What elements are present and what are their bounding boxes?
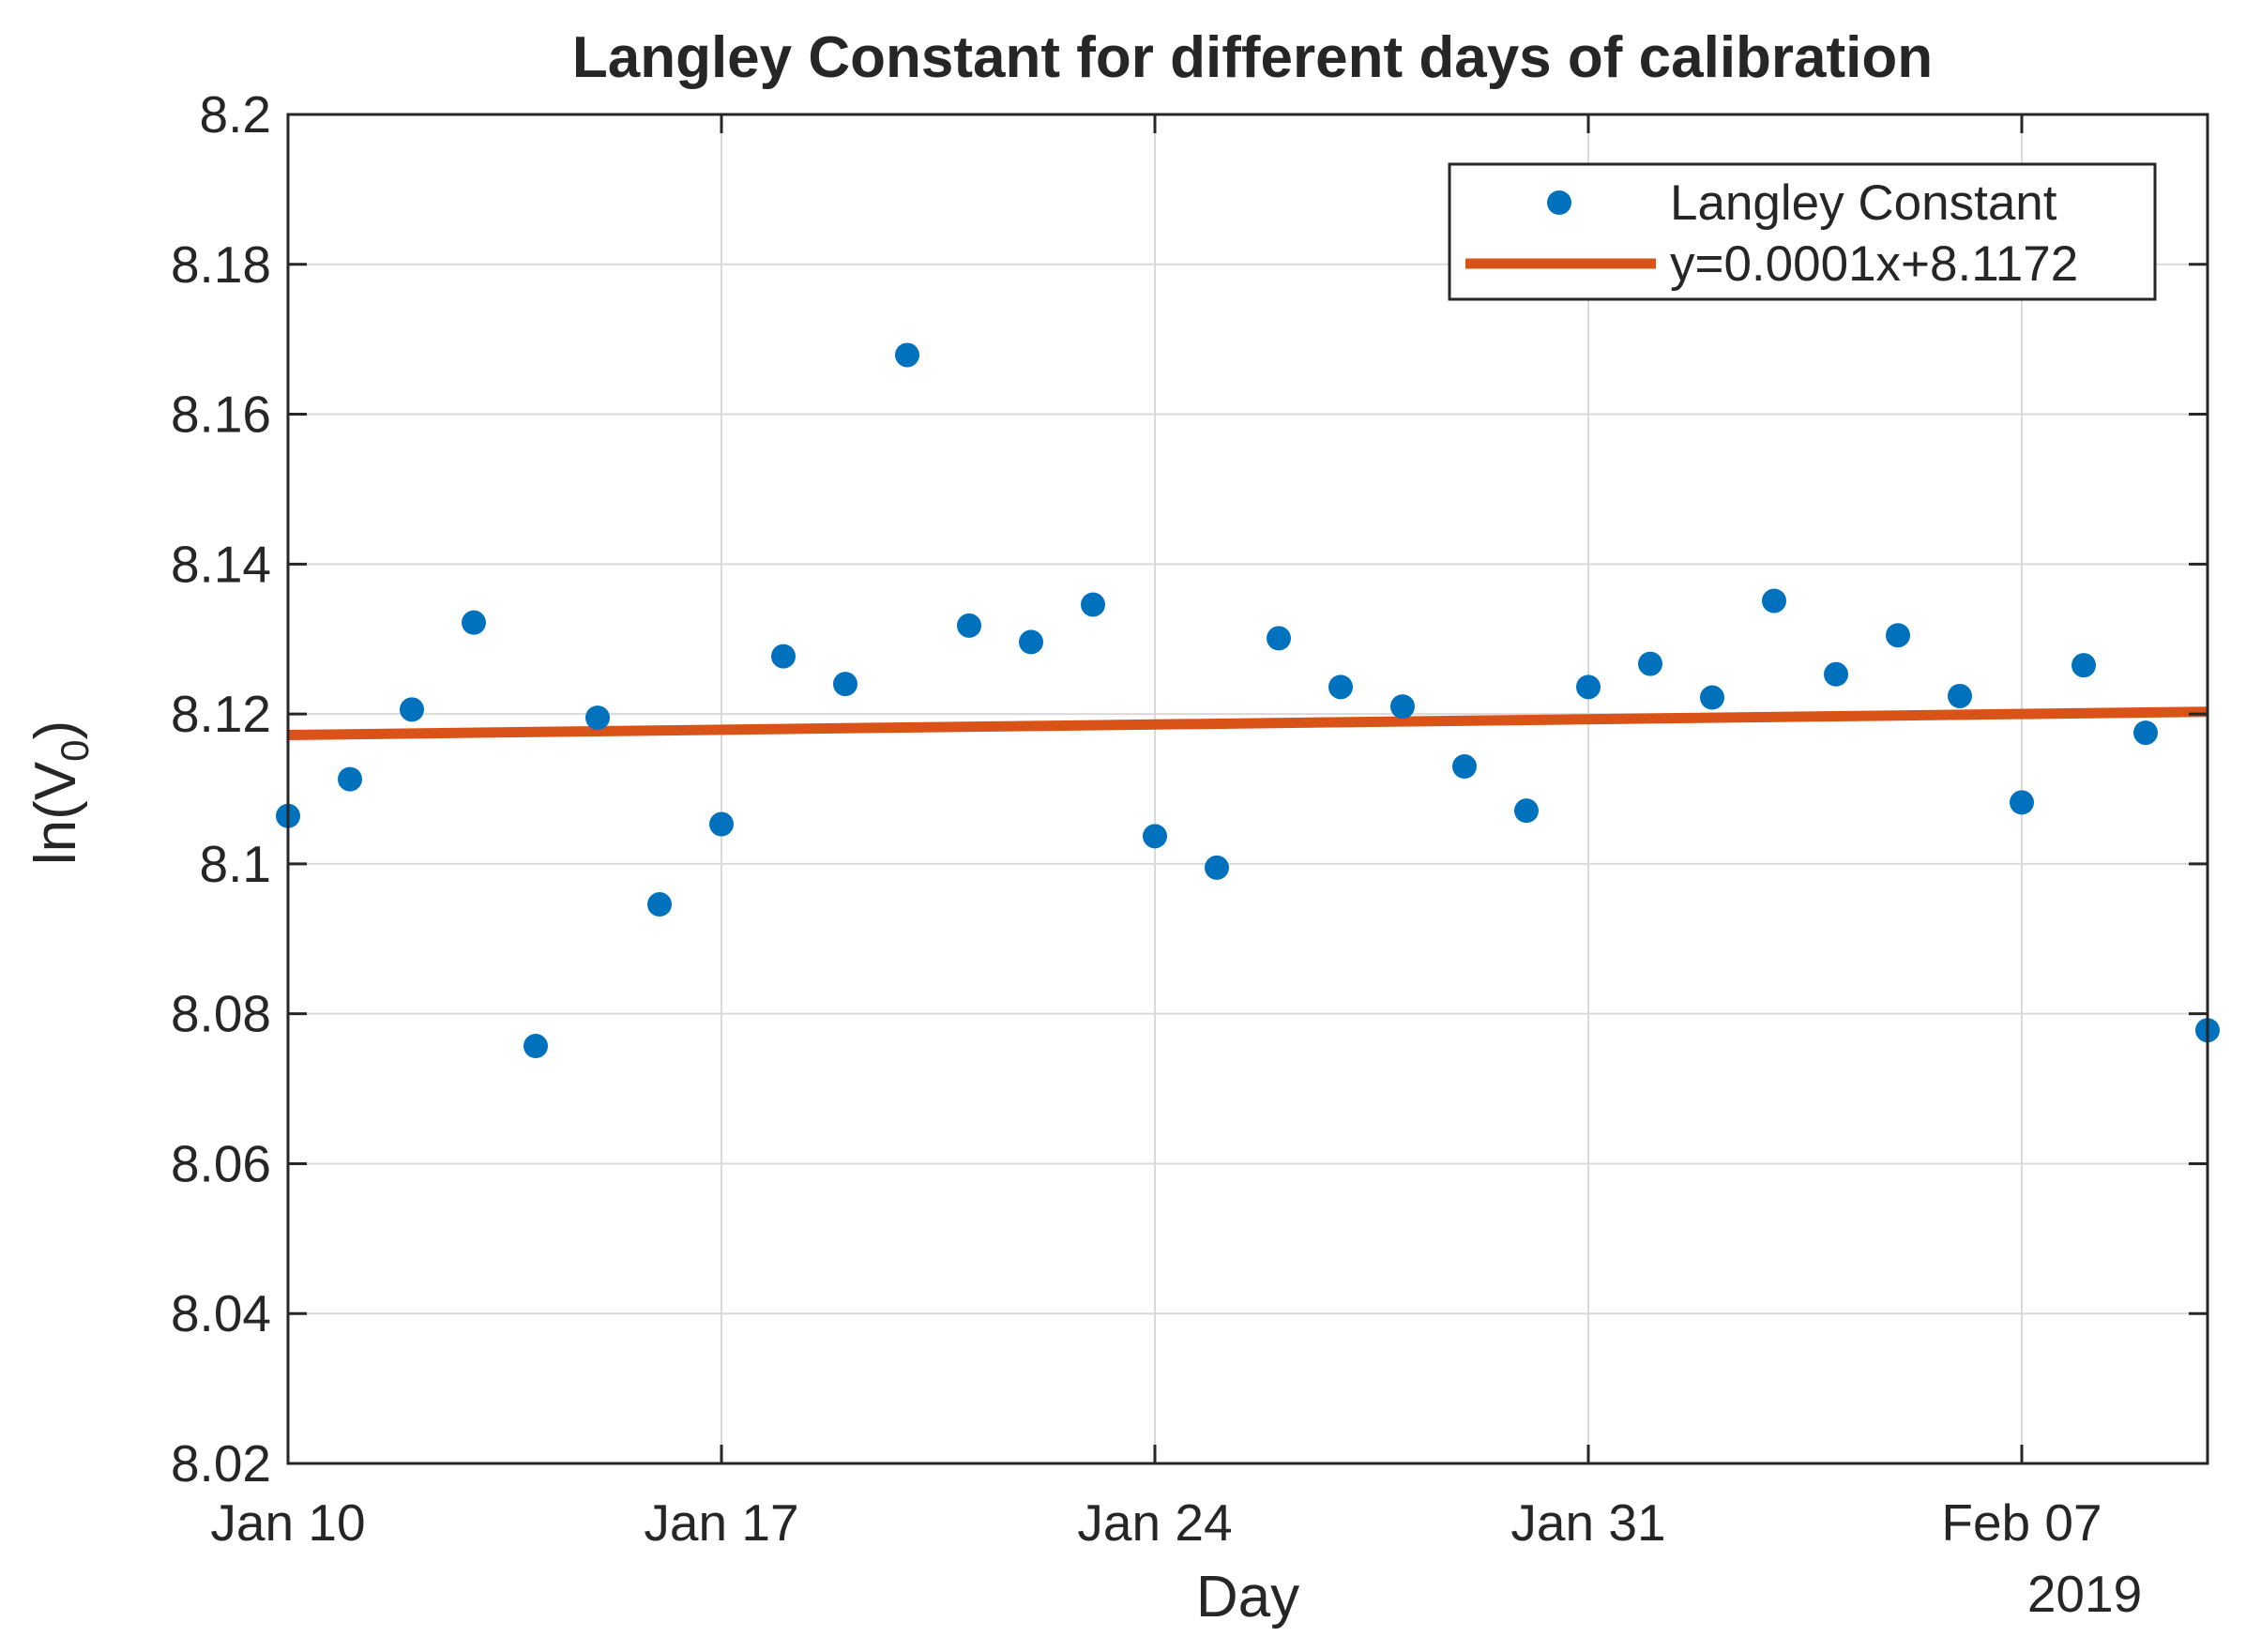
legend-label-langley: Langley Constant	[1670, 175, 2057, 231]
x-tick-label: Feb 07	[1941, 1493, 2102, 1552]
data-point	[1514, 798, 1539, 824]
data-point	[1143, 824, 1167, 849]
scatter-points-layer	[276, 342, 2220, 1059]
tick-marks	[286, 113, 2208, 1465]
data-point	[1019, 629, 1043, 655]
data-point	[338, 766, 362, 792]
data-point	[1638, 651, 1662, 676]
y-tick-label: 8.18	[171, 235, 271, 294]
grid-lines	[287, 114, 2208, 1464]
fit-line-layer	[287, 706, 2208, 740]
data-point	[1948, 683, 1972, 708]
data-point	[524, 1034, 548, 1059]
data-point	[1824, 661, 1848, 687]
x-tick-label: Jan 24	[1077, 1493, 1232, 1552]
data-point	[585, 705, 610, 731]
y-tick-label: 8.1	[200, 835, 271, 893]
x-tick-labels: Jan 10 Jan 17 Jan 24 Jan 31 Feb 07	[210, 1493, 2102, 1552]
data-point	[1081, 592, 1105, 617]
data-point	[1762, 588, 1786, 614]
legend: Langley Constant y=0.0001x+8.1172	[1448, 162, 2157, 301]
data-point	[1267, 626, 1291, 651]
data-point	[1328, 674, 1353, 700]
data-point	[1576, 674, 1601, 700]
x-tick-label: Jan 17	[644, 1493, 798, 1552]
y-axis-label-subscript: 0	[53, 740, 97, 762]
data-point	[1390, 694, 1415, 720]
data-point	[709, 811, 734, 837]
y-tick-label: 8.2	[200, 85, 271, 144]
data-point	[895, 342, 919, 368]
data-point	[2010, 790, 2034, 815]
data-point	[1700, 685, 1724, 710]
y-tick-labels: 8.02 8.04 8.06 8.08 8.1 8.12 8.14 8.16 8.18 8.2	[171, 85, 271, 1493]
data-point	[400, 697, 424, 722]
y-axis-label-end: )	[23, 720, 88, 740]
data-point	[1886, 623, 1910, 648]
data-point	[833, 672, 857, 697]
axes-box	[286, 113, 2209, 1465]
y-tick-label: 8.08	[171, 985, 271, 1043]
y-axis-label-base: ln(V	[23, 761, 88, 865]
x-axis-label: Day	[1196, 1565, 1299, 1629]
data-point	[2071, 653, 2096, 678]
data-point	[1205, 855, 1229, 880]
y-axis-label: ln(V0)	[23, 720, 97, 865]
legend-label-fit: y=0.0001x+8.1172	[1670, 236, 2078, 292]
x-tick-label: Jan 10	[210, 1493, 365, 1552]
legend-scatter-marker	[1547, 190, 1571, 215]
y-tick-label: 8.12	[171, 685, 271, 743]
y-tick-label: 8.16	[171, 386, 271, 444]
data-point	[647, 892, 672, 917]
y-tick-label: 8.04	[171, 1284, 271, 1342]
year-label: 2019	[2027, 1565, 2142, 1623]
data-point	[2133, 720, 2158, 746]
chart-title: Langley Constant for different days of c…	[572, 25, 1933, 90]
y-tick-label: 8.02	[171, 1434, 271, 1493]
legend-box	[1448, 162, 2157, 301]
data-point	[771, 644, 796, 669]
data-point	[462, 610, 486, 635]
y-tick-label: 8.06	[171, 1134, 271, 1192]
y-tick-label: 8.14	[171, 535, 271, 593]
data-point	[957, 613, 981, 638]
x-tick-label: Jan 31	[1510, 1493, 1665, 1552]
fit-line	[287, 706, 2208, 740]
data-point	[1452, 754, 1477, 780]
